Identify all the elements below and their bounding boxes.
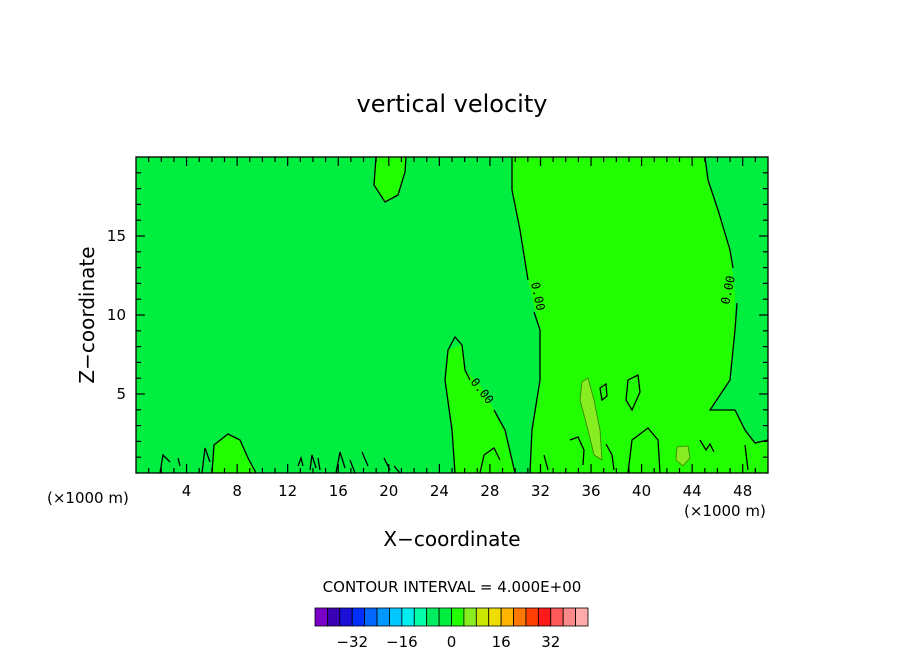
x-tick-label: 4 — [182, 482, 192, 500]
strong-positive-region — [676, 446, 690, 466]
x-tick-label: 8 — [232, 482, 242, 500]
contour-line — [599, 382, 608, 402]
contour-line — [159, 447, 401, 474]
positive-velocity-region — [212, 434, 256, 473]
colorbar-label: 32 — [541, 633, 560, 651]
axis-ticks — [136, 157, 768, 473]
colorbar-swatch — [351, 607, 366, 627]
colorbar-swatch — [500, 607, 514, 627]
colorbar — [314, 607, 589, 627]
colorbar-swatch — [451, 607, 465, 627]
colorbar-swatch — [364, 607, 378, 627]
colorbar-swatch — [525, 607, 539, 627]
contour-line — [373, 156, 407, 203]
y-tick-label: 5 — [116, 385, 126, 403]
contour-label: 0.00 — [528, 281, 548, 312]
y-tick-label: 15 — [107, 227, 126, 245]
x-axis-label: X−coordinate — [383, 527, 520, 551]
colorbar-swatch — [475, 607, 490, 627]
contour-line — [579, 377, 603, 461]
colorbar-swatch — [550, 607, 564, 627]
x-tick-label: 28 — [480, 482, 499, 500]
colorbar-labels: −32 −16 0 16 32 — [336, 633, 560, 651]
contour-line — [675, 445, 691, 467]
contour-line — [479, 436, 749, 474]
chart-title: vertical velocity — [357, 90, 548, 118]
colorbar-label: 16 — [492, 633, 511, 651]
plot-area: 0.00 0.00 0.00 — [135, 156, 769, 474]
x-tick-label: 40 — [632, 482, 651, 500]
contour-line — [704, 156, 769, 444]
colorbar-label: −16 — [386, 633, 418, 651]
colorbar-swatch — [327, 607, 341, 627]
colorbar-swatch — [401, 607, 415, 627]
colorbar-swatch — [537, 607, 552, 627]
colorbar-swatch — [314, 607, 328, 627]
x-tick-labels: 4 8 12 16 20 24 28 32 36 40 44 48 — [182, 482, 752, 500]
x-tick-label: 20 — [379, 482, 398, 500]
colorbar-swatch — [438, 607, 452, 627]
x-tick-label: 24 — [430, 482, 449, 500]
x-tick-label: 44 — [683, 482, 702, 500]
positive-velocity-region — [512, 157, 768, 473]
colorbar-label: −32 — [336, 633, 368, 651]
x-tick-label: 16 — [329, 482, 348, 500]
zero-contour-lines — [159, 156, 769, 474]
colorbar-swatch — [513, 607, 527, 627]
colorbar-swatch — [389, 607, 403, 627]
colorbar-swatch — [562, 607, 576, 627]
contour-line — [444, 335, 516, 474]
colorbar-swatch — [413, 607, 428, 627]
contour-line — [511, 157, 541, 474]
x-tick-label: 48 — [733, 482, 752, 500]
x-tick-label: 36 — [581, 482, 600, 500]
contour-line — [625, 374, 641, 412]
x-axis-unit-left: (×1000 m) — [47, 489, 129, 507]
colorbar-swatch — [488, 607, 502, 627]
contour-label: 0.00 — [718, 274, 738, 305]
x-tick-label: 32 — [531, 482, 550, 500]
y-axis-label: Z−coordinate — [75, 246, 99, 383]
colorbar-swatch — [463, 607, 477, 627]
positive-velocity-region — [374, 157, 406, 202]
x-axis-unit-right: (×1000 m) — [684, 502, 766, 520]
strong-contour-lines — [579, 377, 691, 467]
x-tick-label: 12 — [278, 482, 297, 500]
colorbar-swatch — [376, 607, 390, 627]
colorbar-swatch — [575, 607, 589, 627]
y-tick-labels: 5 10 15 — [107, 227, 126, 403]
colorbar-label: 0 — [447, 633, 457, 651]
contour-line — [211, 433, 257, 474]
contour-line — [627, 427, 661, 474]
positive-velocity-region — [445, 345, 515, 473]
contour-interval-label: CONTOUR INTERVAL = 4.000E+00 — [323, 578, 582, 596]
colorbar-swatch — [426, 607, 440, 627]
y-tick-label: 10 — [107, 306, 126, 324]
colorbar-swatch — [339, 607, 353, 627]
strong-positive-region — [580, 378, 602, 460]
